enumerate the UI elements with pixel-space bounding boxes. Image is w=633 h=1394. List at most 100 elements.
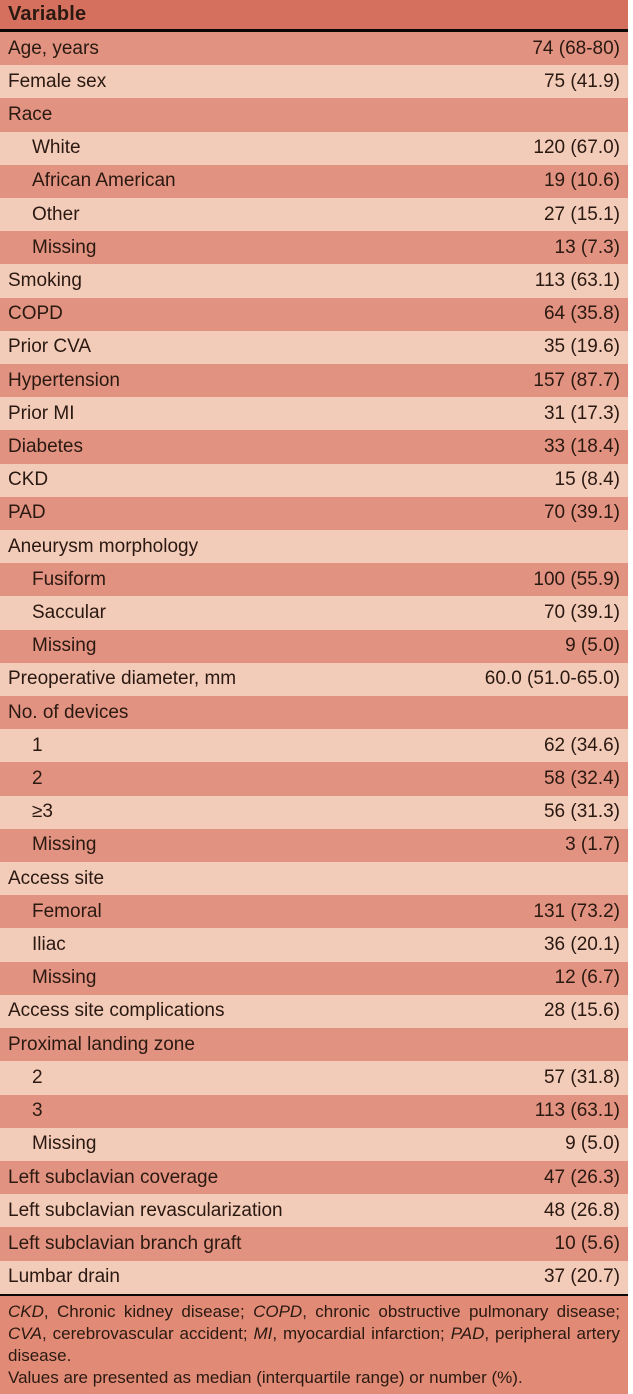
row-label: Femoral <box>32 900 102 922</box>
row-label: ≥3 <box>32 801 53 823</box>
row-label: Left subclavian branch graft <box>8 1232 242 1254</box>
row-label: Aneurysm morphology <box>8 535 199 557</box>
table-row: White 120 (67.0) <box>0 131 628 165</box>
table-row: Proximal landing zone <box>0 1028 628 1062</box>
row-value: 37 (20.7) <box>543 1266 620 1288</box>
table-row: Missing 9 (5.0) <box>0 1127 628 1161</box>
footnote-abbreviations: CKD, Chronic kidney disease; COPD, chron… <box>8 1302 620 1365</box>
row-value: 9 (5.0) <box>565 1133 620 1155</box>
row-label: Age, years <box>8 37 99 59</box>
row-value: 3 (1.7) <box>565 834 620 856</box>
row-label: Missing <box>32 834 97 856</box>
table-row: Left subclavian coverage 47 (26.3) <box>0 1160 628 1195</box>
table-row: 2 58 (32.4) <box>0 762 628 796</box>
row-value: 12 (6.7) <box>554 967 620 989</box>
table-row: Other 27 (15.1) <box>0 198 628 232</box>
row-label: Diabetes <box>8 436 83 458</box>
row-value: 75 (41.9) <box>543 70 620 92</box>
row-label: Preoperative diameter, mm <box>8 668 237 690</box>
row-label: Access site complications <box>8 1000 225 1022</box>
row-label: 1 <box>32 734 43 756</box>
table-row: Left subclavian revascularization 48 (26… <box>0 1194 628 1228</box>
table-row: Prior CVA 35 (19.6) <box>0 330 628 365</box>
table-row: Missing 9 (5.0) <box>0 629 628 663</box>
row-value: 27 (15.1) <box>543 203 620 225</box>
row-label: Smoking <box>8 270 82 292</box>
row-label: Missing <box>32 967 97 989</box>
table-row: Smoking 113 (63.1) <box>0 264 628 298</box>
table-row: Lumbar drain 37 (20.7) <box>0 1260 628 1294</box>
row-label: Female sex <box>8 70 107 92</box>
row-label: Saccular <box>32 602 106 624</box>
row-label: African American <box>32 170 176 192</box>
row-value: 35 (19.6) <box>543 336 620 358</box>
table-row: Missing 3 (1.7) <box>0 828 628 863</box>
table-row: Preoperative diameter, mm 60.0 (51.0-65.… <box>0 662 628 697</box>
table-row: Access site complications 28 (15.6) <box>0 994 628 1029</box>
row-value: 113 (63.1) <box>534 1100 620 1122</box>
row-label: Missing <box>32 635 97 657</box>
table-row: No. of devices <box>0 696 628 730</box>
table-row: 1 62 (34.6) <box>0 729 628 763</box>
table-footnote: CKD, Chronic kidney disease; COPD, chron… <box>0 1294 628 1394</box>
row-value: 33 (18.4) <box>543 436 620 458</box>
table-row: CKD 15 (8.4) <box>0 463 628 497</box>
row-label: 2 <box>32 768 43 790</box>
table-rows: Age, years 74 (68-80) Female sex 75 (41.… <box>0 32 628 1294</box>
row-value: 60.0 (51.0-65.0) <box>484 668 620 690</box>
row-label: Race <box>8 104 53 125</box>
row-label: Fusiform <box>32 568 106 590</box>
row-value: 70 (39.1) <box>543 502 620 524</box>
table-row: Left subclavian branch graft 10 (5.6) <box>0 1227 628 1261</box>
row-value: 62 (34.6) <box>543 734 620 756</box>
table-row: Diabetes 33 (18.4) <box>0 430 628 464</box>
row-value: 19 (10.6) <box>543 170 620 192</box>
table-row: Missing 13 (7.3) <box>0 231 628 265</box>
row-label: CKD <box>8 469 49 491</box>
table-row: Saccular 70 (39.1) <box>0 596 628 630</box>
row-value: 56 (31.3) <box>543 801 620 823</box>
table-row: 3 113 (63.1) <box>0 1094 628 1128</box>
row-label: COPD <box>8 303 63 325</box>
table-header-label: Variable <box>8 3 87 25</box>
row-label: 2 <box>32 1066 43 1088</box>
row-value: 47 (26.3) <box>543 1166 620 1188</box>
table-row: Female sex 75 (41.9) <box>0 65 628 99</box>
table-row: Iliac 36 (20.1) <box>0 928 628 962</box>
row-label: White <box>32 137 81 159</box>
table-row: Missing 12 (6.7) <box>0 961 628 995</box>
table-row: Hypertension 157 (87.7) <box>0 364 628 398</box>
table-row: Prior MI 31 (17.3) <box>0 397 628 431</box>
row-value: 28 (15.6) <box>543 1000 620 1022</box>
row-value: 120 (67.0) <box>533 137 620 159</box>
row-label: Lumbar drain <box>8 1266 120 1288</box>
row-value: 13 (7.3) <box>554 236 620 258</box>
table-row: Race <box>0 98 628 132</box>
table-row: Age, years 74 (68-80) <box>0 32 628 66</box>
row-value: 10 (5.6) <box>554 1232 620 1254</box>
row-label: Hypertension <box>8 369 120 391</box>
table-row: African American 19 (10.6) <box>0 164 628 199</box>
row-value: 64 (35.8) <box>543 303 620 325</box>
row-label: Prior MI <box>8 402 75 424</box>
row-value: 74 (68-80) <box>532 37 620 59</box>
row-label: Missing <box>32 1133 97 1155</box>
row-label: Prior CVA <box>8 336 92 358</box>
table-row: PAD 70 (39.1) <box>0 496 628 531</box>
table-row: ≥3 56 (31.3) <box>0 795 628 829</box>
row-label: 3 <box>32 1100 43 1122</box>
row-label: Proximal landing zone <box>8 1033 195 1055</box>
table-row: 2 57 (31.8) <box>0 1061 628 1095</box>
table-row: COPD 64 (35.8) <box>0 297 628 331</box>
row-value: 157 (87.7) <box>533 369 620 391</box>
table-row: Fusiform 100 (55.9) <box>0 563 628 597</box>
row-label: Left subclavian coverage <box>8 1166 219 1188</box>
row-value: 48 (26.8) <box>543 1199 620 1221</box>
table-header-row: Variable <box>0 0 628 32</box>
row-label: Iliac <box>32 934 66 956</box>
table-row: Femoral 131 (73.2) <box>0 895 628 929</box>
footnote-values-note: Values are presented as median (interqua… <box>8 1368 523 1387</box>
row-value: 57 (31.8) <box>543 1066 620 1088</box>
row-value: 70 (39.1) <box>543 602 620 624</box>
